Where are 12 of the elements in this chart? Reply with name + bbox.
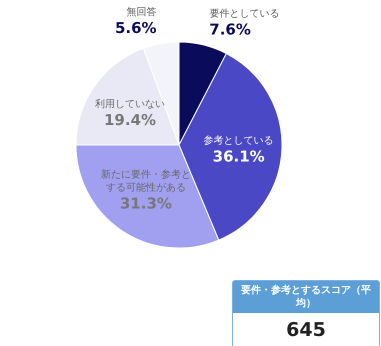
slice-label: 新たに要件・参考とする可能性がある [100, 168, 191, 194]
data-label: 7.6% [209, 20, 251, 39]
slice-label: 要件としている [209, 8, 280, 20]
data-label: 36.1% [212, 147, 265, 166]
text: 645 [285, 318, 327, 343]
slice-label: 参考としている [204, 134, 274, 146]
slice-label: 無回答 [126, 6, 157, 18]
data-label: 31.3% [120, 194, 172, 213]
data-label: 19.4% [104, 110, 156, 129]
slice-label: 利用していない [95, 98, 166, 110]
text: 要件・参考とするスコア（平均） [233, 281, 379, 313]
data-label: 5.6% [114, 18, 157, 37]
